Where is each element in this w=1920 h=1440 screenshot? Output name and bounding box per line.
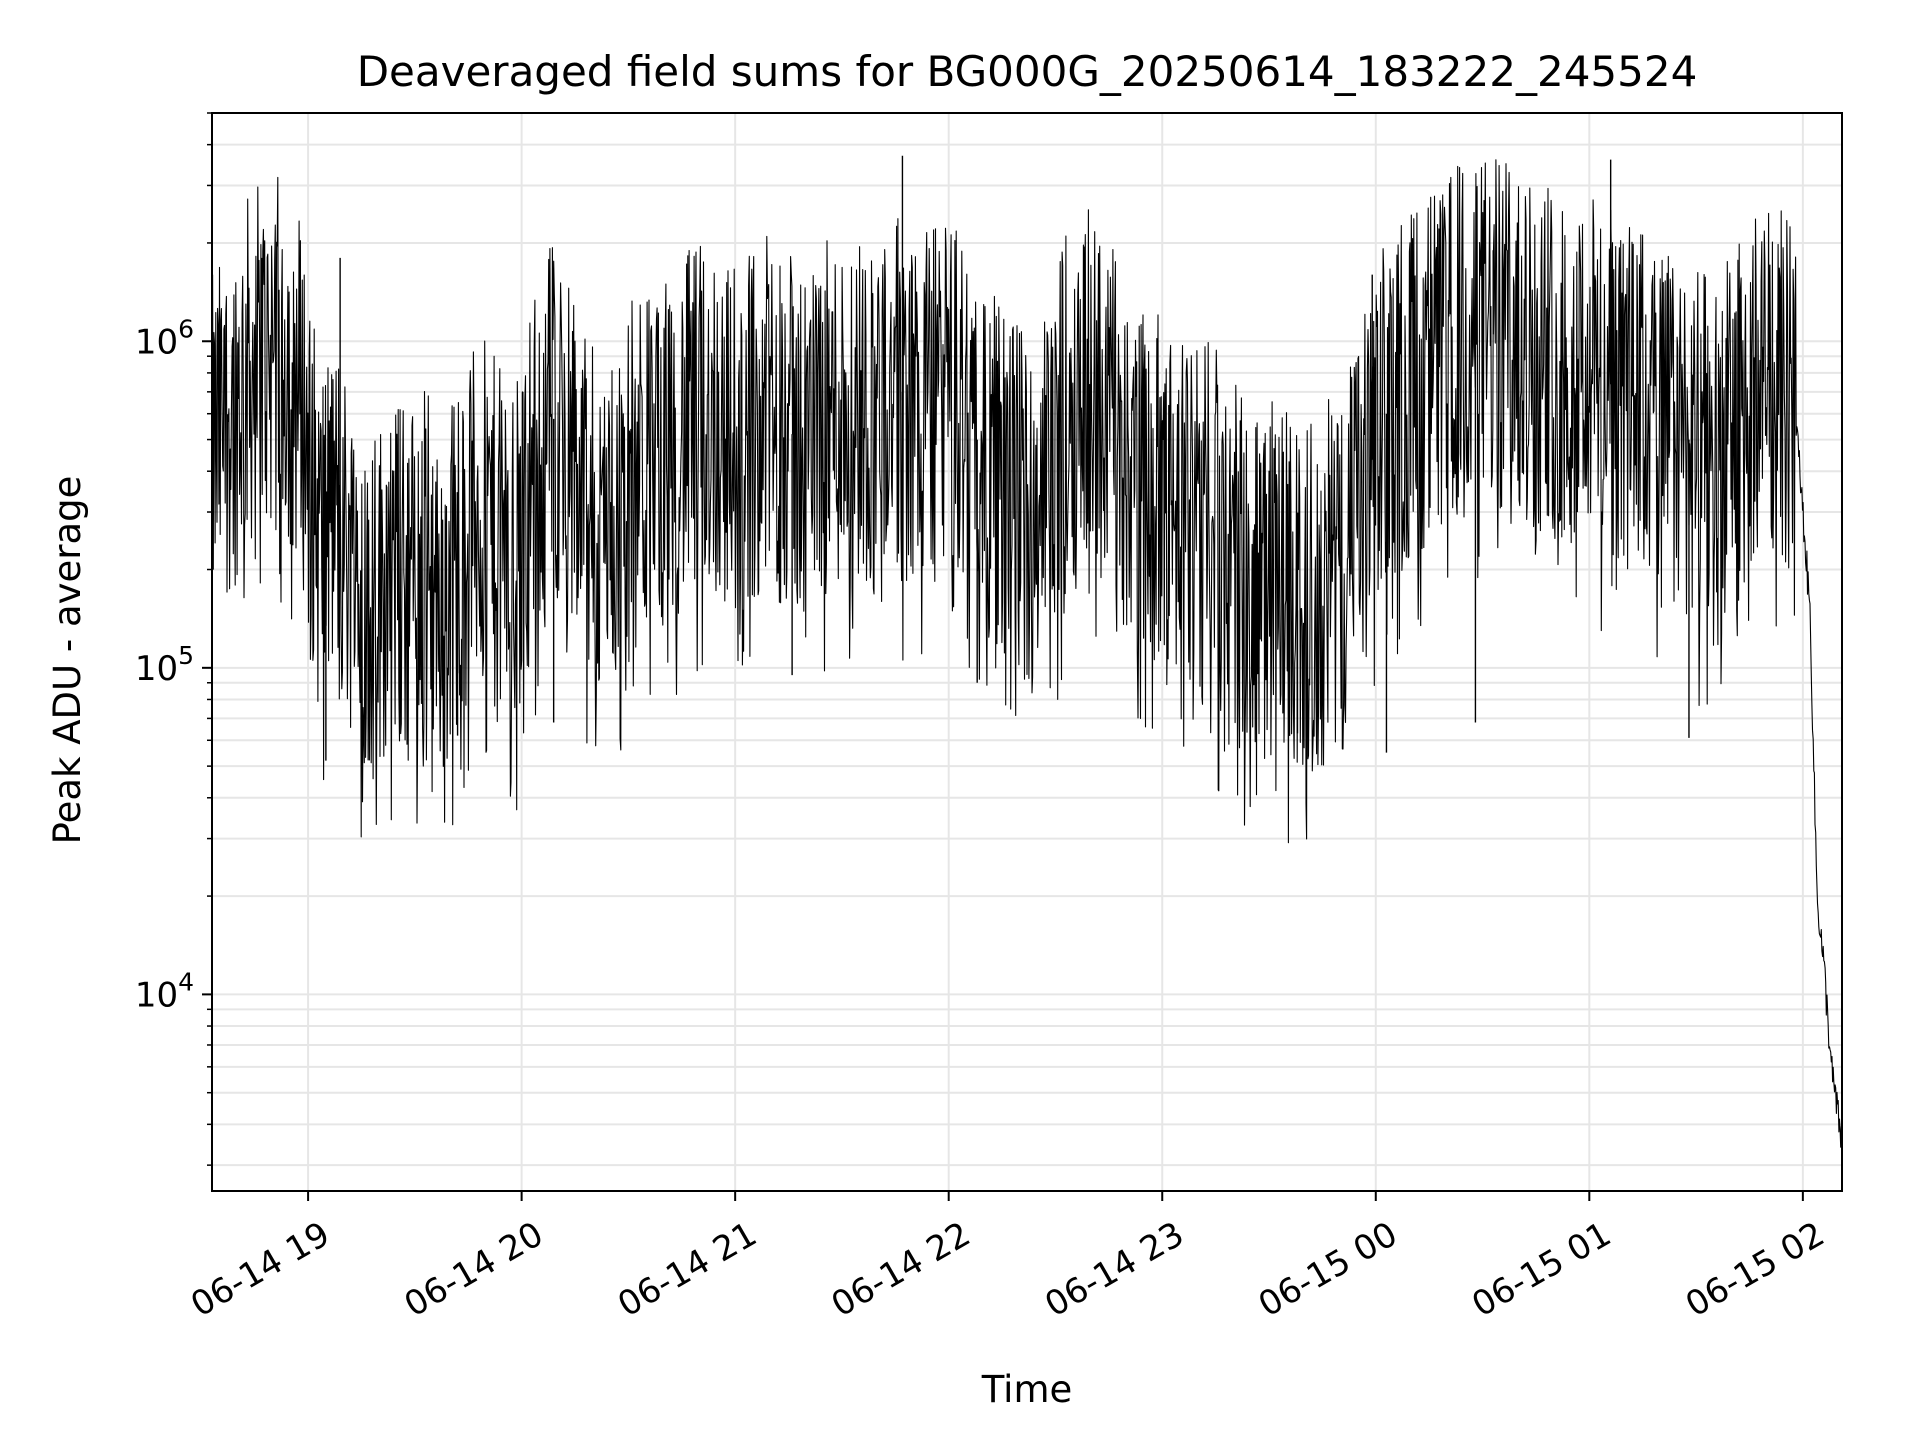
x-axis-label: Time xyxy=(981,1368,1073,1411)
y-tick-label: 105 xyxy=(135,641,194,689)
series-line xyxy=(211,159,1843,1148)
y-tick-label: 106 xyxy=(135,314,194,362)
plot-frame xyxy=(211,112,1843,1192)
grid xyxy=(212,112,1842,1191)
chart-title: Deaveraged field sums for BG000G_2025061… xyxy=(357,47,1698,96)
y-axis-label: Peak ADU - average xyxy=(46,476,89,845)
series-layer xyxy=(211,155,1843,1148)
y-tick-label: 104 xyxy=(135,967,194,1015)
